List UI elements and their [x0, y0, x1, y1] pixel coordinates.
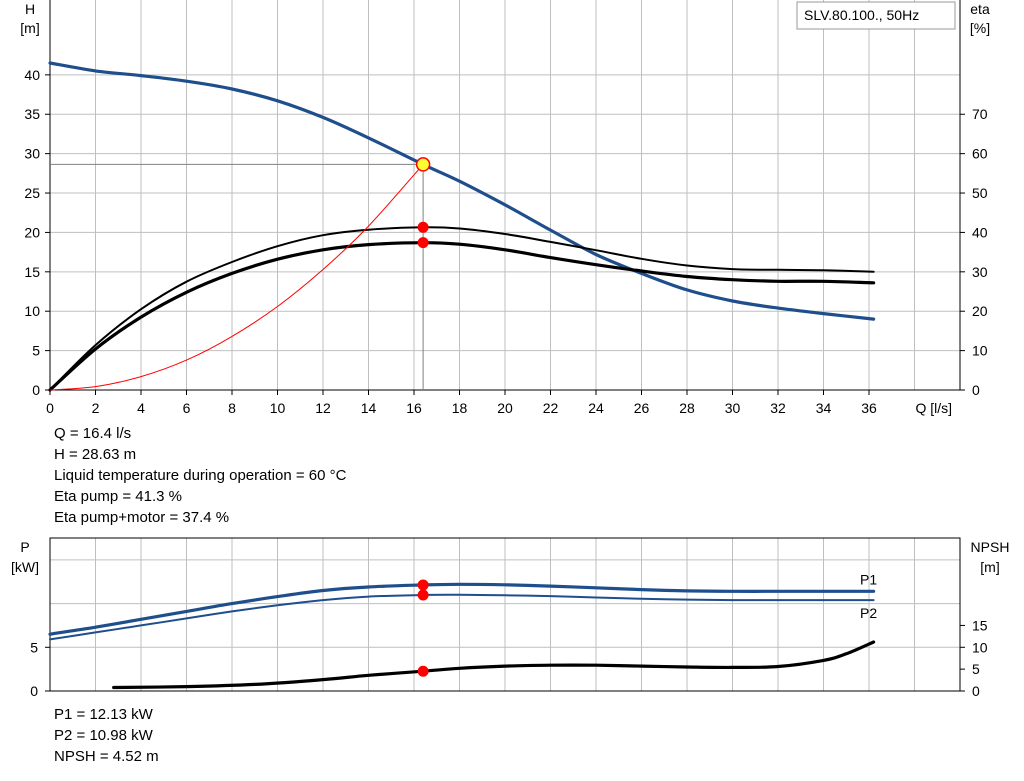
bottom-chart-frame	[49, 537, 961, 692]
y-left-tick-label: 10	[24, 303, 40, 319]
x-tick-label: 36	[861, 400, 877, 416]
x-tick-label: 34	[816, 400, 832, 416]
x-tick-label: 4	[137, 400, 145, 416]
npsh-axis-title: NPSH	[971, 539, 1010, 555]
marker-p2	[417, 589, 429, 601]
series-eta_pump_motor	[48, 241, 876, 392]
marker-duty-point	[415, 157, 431, 172]
x-tick-label: 24	[588, 400, 604, 416]
x-tick-label: 28	[679, 400, 695, 416]
x-tick-label: 8	[228, 400, 236, 416]
y-left-tick-label: 15	[24, 264, 40, 280]
x-tick-label: 0	[46, 400, 54, 416]
npsh-axis-unit: [m]	[980, 559, 999, 575]
y-left-tick-label: 25	[24, 185, 40, 201]
marker-p1	[417, 579, 429, 591]
x-tick-label: 10	[270, 400, 286, 416]
marker-npsh	[417, 665, 429, 677]
info-h: H = 28.63 m	[54, 446, 137, 463]
p-tick-label: 0	[30, 683, 38, 699]
y-left-tick-label: 30	[24, 146, 40, 162]
x-tick-label: 16	[406, 400, 422, 416]
x-tick-label: 30	[725, 400, 741, 416]
marker-eta-pump-motor	[417, 237, 429, 249]
bottom-chart-series	[48, 582, 876, 690]
y-right-tick-label: 70	[972, 106, 988, 122]
y-right-tick-label: 20	[972, 303, 988, 319]
info-eta-pump: Eta pump = 41.3 %	[54, 488, 182, 505]
y-right-tick-label: 30	[972, 264, 988, 280]
y-left-tick-label: 20	[24, 224, 40, 240]
y-right-unit: [%]	[970, 20, 990, 36]
x-tick-label: 2	[92, 400, 100, 416]
y-left-tick-label: 35	[24, 106, 40, 122]
x-tick-label: 20	[497, 400, 513, 416]
y-left-tick-label: 0	[32, 382, 40, 398]
y-right-tick-label: 10	[972, 343, 988, 359]
x-tick-label: 26	[634, 400, 650, 416]
top-chart-series	[48, 61, 876, 392]
x-tick-label: 22	[543, 400, 559, 416]
series-NPSH	[112, 640, 876, 690]
x-tick-label: 32	[770, 400, 786, 416]
info-q: Q = 16.4 l/s	[54, 425, 132, 442]
series-label-p2: P2	[860, 605, 877, 621]
y-right-title: eta	[970, 1, 990, 17]
npsh-tick-label: 10	[972, 639, 988, 655]
series-system_curve	[49, 163, 424, 391]
bottom-chart-grid	[49, 537, 961, 692]
y-right-tick-label: 60	[972, 146, 988, 162]
y-right-tick-label: 0	[972, 382, 980, 398]
series-label-p1: P1	[860, 571, 877, 587]
x-tick-label: 6	[183, 400, 191, 416]
y-left-title: H	[25, 1, 35, 17]
axis-labels: 0 2 4 6 8 10 12 14 16 18 20 22 24 26 28 30 32 34 36 Q [l/s]…	[11, 1, 1009, 699]
info-npsh: NPSH = 4.52 m	[54, 748, 159, 765]
p-axis-title: P	[20, 539, 29, 555]
series-eta_pump	[49, 226, 875, 391]
p-tick-label: 5	[30, 639, 38, 655]
info-p1: P1 = 12.13 kW	[54, 706, 153, 723]
pump-label: SLV.80.100., 50Hz	[804, 7, 919, 23]
y-left-tick-label: 40	[24, 67, 40, 83]
y-left-unit: [m]	[20, 20, 39, 36]
x-tick-label: 12	[315, 400, 331, 416]
y-left-tick-label: 5	[32, 343, 40, 359]
y-right-tick-label: 40	[972, 224, 988, 240]
y-right-tick-label: 50	[972, 185, 988, 201]
series-P1	[48, 582, 876, 636]
npsh-tick-label: 5	[972, 661, 980, 677]
info-temperature: Liquid temperature during operation = 60…	[54, 467, 347, 484]
x-tick-label: 14	[361, 400, 377, 416]
info-eta-pump-motor: Eta pump+motor = 37.4 %	[54, 509, 230, 526]
x-axis-label: Q [l/s]	[915, 400, 952, 416]
operating-point-markers	[415, 157, 431, 677]
power-info: P1 = 12.13 kW P2 = 10.98 kW NPSH = 4.52 …	[54, 704, 159, 767]
npsh-tick-label: 0	[972, 683, 980, 699]
operating-point-info: Q = 16.4 l/s H = 28.63 m Liquid temperat…	[54, 423, 346, 528]
top-chart-grid	[49, 0, 961, 391]
p-axis-unit: [kW]	[11, 559, 39, 575]
info-p2: P2 = 10.98 kW	[54, 727, 153, 744]
pump-label-box	[796, 1, 956, 30]
x-tick-label: 18	[452, 400, 468, 416]
series-P2	[49, 593, 875, 641]
series-H	[48, 61, 876, 321]
marker-eta-pump	[417, 221, 429, 233]
npsh-tick-label: 15	[972, 617, 988, 633]
